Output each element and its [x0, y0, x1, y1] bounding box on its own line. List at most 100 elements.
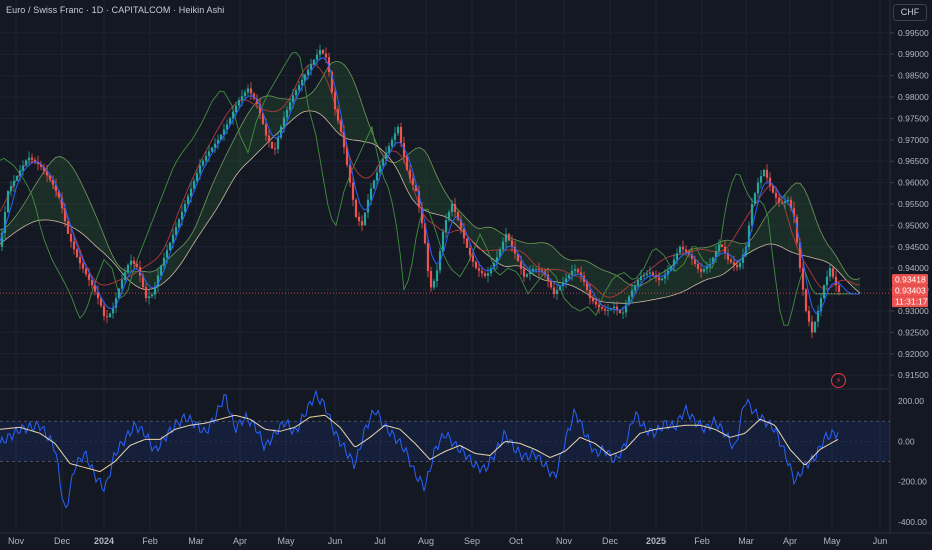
- x-tick-label: Nov: [8, 536, 25, 546]
- candle-body: [162, 257, 166, 266]
- candle-body: [393, 133, 397, 140]
- cloud-segment: [592, 264, 596, 300]
- price-label: 0.93403: [895, 286, 926, 296]
- candle-body: [612, 306, 616, 309]
- candle-body: [303, 74, 307, 80]
- cloud-segment: [812, 207, 816, 259]
- lightning-icon[interactable]: ⚡: [831, 373, 846, 388]
- cloud-segment: [816, 219, 820, 260]
- candle-body: [327, 57, 331, 72]
- candle-body: [789, 199, 793, 209]
- cloud-segment: [176, 248, 180, 271]
- candle-body: [174, 227, 178, 235]
- candle-body: [252, 93, 256, 99]
- candle-body: [423, 223, 427, 244]
- candle-body: [429, 271, 433, 288]
- candle-body: [135, 263, 139, 268]
- candle-body: [204, 155, 208, 161]
- x-tick-label: Jul: [374, 536, 386, 546]
- y-tick-label: 0.99000: [898, 49, 929, 59]
- candle-body: [87, 274, 91, 280]
- y-tick-label: 0.95000: [898, 220, 929, 230]
- x-tick-label: Apr: [233, 536, 247, 546]
- candle-body: [195, 173, 199, 181]
- y-tick-label: 0.93000: [898, 306, 929, 316]
- candle-body: [756, 182, 760, 194]
- cloud-segment: [820, 230, 824, 261]
- cloud-segment: [208, 185, 212, 222]
- candle-body: [495, 257, 499, 264]
- y-tick-label: 0.97500: [898, 113, 929, 123]
- candle-body: [411, 178, 415, 185]
- candle-body: [534, 269, 538, 271]
- candle-body: [465, 238, 469, 248]
- candle-body: [297, 85, 301, 91]
- candle-body: [345, 147, 349, 165]
- candle-body: [831, 268, 835, 277]
- candle-body: [522, 269, 526, 277]
- cloud-segment: [228, 143, 232, 189]
- candle-body: [381, 159, 385, 166]
- candle-body: [576, 269, 580, 273]
- candle-body: [510, 240, 514, 247]
- candle-body: [588, 290, 592, 299]
- currency-selector[interactable]: CHF: [893, 4, 927, 21]
- candle-body: [519, 261, 523, 270]
- price-label: 11:31:17: [895, 297, 928, 307]
- cloud-segment: [492, 227, 496, 262]
- candle-body: [54, 184, 58, 192]
- candle-body: [189, 188, 193, 197]
- candle-body: [537, 269, 541, 271]
- candle-body: [606, 309, 610, 311]
- candle-body: [450, 204, 454, 213]
- candle-body: [75, 249, 79, 258]
- candle-body: [810, 321, 814, 333]
- cloud-segment: [232, 135, 236, 182]
- candle-body: [573, 269, 577, 271]
- cloud-segment: [28, 190, 32, 225]
- cloud-segment: [36, 177, 40, 221]
- candle-body: [36, 161, 40, 165]
- candle-body: [90, 279, 94, 286]
- cloud-segment: [824, 238, 828, 263]
- y-tick-label: 0.96500: [898, 156, 929, 166]
- candle-body: [618, 309, 622, 314]
- cloud-segment: [436, 174, 440, 216]
- cloud-segment: [528, 243, 532, 274]
- candle-body: [246, 88, 250, 93]
- candle-body: [531, 269, 535, 272]
- cloud-segment: [692, 248, 696, 287]
- y-tick-label: 0.99500: [898, 28, 929, 38]
- candle-body: [498, 249, 502, 258]
- candle-body: [324, 53, 328, 58]
- cloud-segment: [760, 219, 764, 248]
- price-label: 0.93418: [895, 275, 926, 285]
- candle-body: [66, 221, 70, 234]
- candle-body: [645, 273, 649, 276]
- candle-body: [165, 250, 169, 258]
- candle-body: [216, 139, 220, 144]
- cloud-segment: [676, 257, 680, 295]
- cloud-segment: [80, 180, 84, 235]
- candle-body: [747, 225, 751, 247]
- candle-body: [702, 269, 706, 272]
- candle-body: [342, 131, 346, 148]
- candle-body: [276, 137, 280, 149]
- candle-body: [159, 265, 163, 276]
- candle-body: [126, 264, 130, 273]
- candle-body: [225, 124, 229, 130]
- candle-body: [360, 221, 364, 226]
- candle-body: [630, 290, 634, 297]
- candle-body: [801, 268, 805, 290]
- candle-body: [732, 262, 736, 265]
- cloud-segment: [688, 249, 692, 290]
- cloud-segment: [224, 151, 228, 197]
- candle-body: [198, 165, 202, 174]
- candle-body: [456, 212, 460, 221]
- cloud-segment: [364, 110, 368, 143]
- cloud-segment: [624, 280, 628, 304]
- x-tick-label: Apr: [783, 536, 797, 546]
- cloud-segment: [844, 269, 848, 283]
- cloud-segment: [432, 164, 436, 215]
